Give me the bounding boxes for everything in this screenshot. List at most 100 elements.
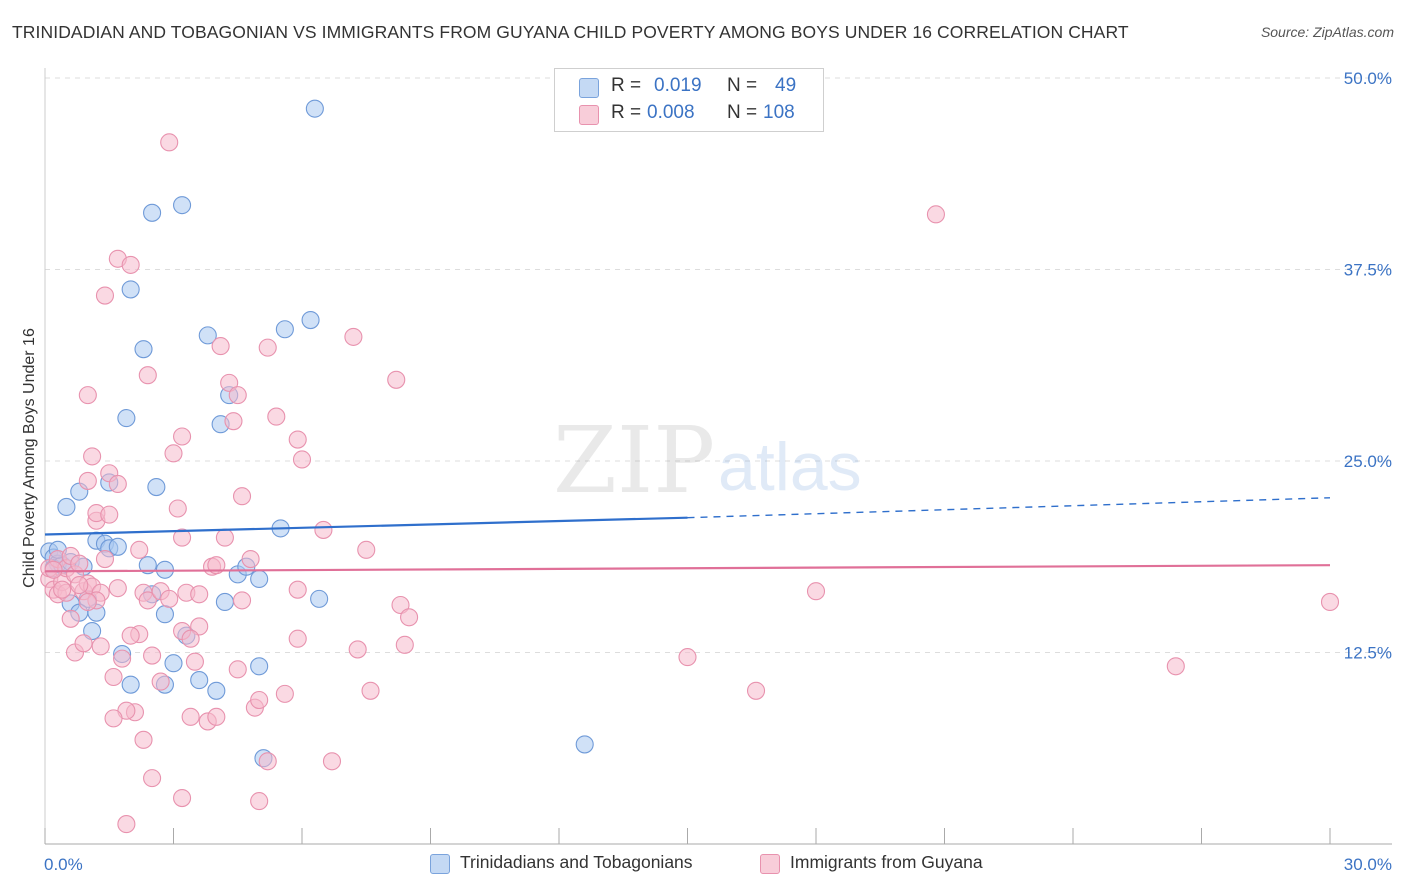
point-guyana [173, 788, 192, 808]
point-trinidadian [164, 654, 183, 673]
point-guyana [228, 386, 247, 405]
point-guyana [232, 591, 252, 610]
legend-n-label: N = [727, 102, 758, 123]
point-guyana [168, 499, 187, 518]
y-tick-label: 25.0% [1344, 452, 1392, 471]
point-trinidadian [207, 681, 226, 700]
point-guyana [91, 637, 110, 656]
point-guyana [1166, 657, 1185, 676]
point-guyana [78, 386, 97, 405]
legend-n-value: 49 [775, 75, 797, 96]
point-trinidadian [155, 605, 174, 624]
point-guyana [173, 528, 192, 547]
point-guyana [258, 338, 277, 357]
legend-swatch-pink [579, 105, 599, 125]
point-guyana [95, 549, 115, 569]
point-guyana [400, 608, 419, 627]
point-trinidadian [305, 99, 324, 118]
legend-r-value: 0.008 [647, 102, 695, 123]
legend-r-label: R = [611, 102, 642, 123]
point-guyana [391, 595, 410, 615]
trend-line-guyana [44, 564, 1331, 573]
data-points [40, 99, 1340, 834]
point-guyana [211, 337, 230, 356]
point-guyana [104, 667, 123, 687]
trend-line-trinidadian [44, 516, 688, 536]
point-guyana [53, 580, 72, 599]
point-guyana [70, 554, 89, 573]
x-tick-label: 0.0% [44, 855, 83, 874]
point-trinidadian [138, 556, 157, 575]
legend-r-label: R = [611, 75, 642, 96]
point-guyana [275, 684, 294, 703]
legend-swatch-blue [579, 78, 599, 98]
point-trinidadian [301, 311, 320, 330]
point-guyana [113, 649, 132, 668]
point-guyana [160, 589, 179, 608]
y-axis-label: Child Poverty Among Boys Under 16 [21, 328, 38, 588]
y-tick-label: 37.5% [1344, 261, 1392, 280]
point-guyana [74, 634, 93, 653]
watermark-atlas: atlas [718, 429, 862, 505]
point-guyana [288, 629, 307, 648]
point-guyana [357, 540, 376, 559]
point-guyana [78, 592, 97, 611]
point-guyana [224, 412, 243, 431]
axes [44, 68, 1392, 845]
point-guyana [241, 549, 260, 569]
point-guyana [173, 427, 192, 446]
legend-n-value: 108 [763, 102, 795, 123]
point-guyana [215, 528, 234, 547]
point-guyana [314, 520, 333, 539]
point-guyana [258, 752, 277, 771]
point-guyana [160, 133, 179, 152]
legend-r-value: 0.019 [654, 75, 702, 96]
point-trinidadian [198, 326, 217, 345]
point-trinidadian [215, 592, 234, 611]
point-guyana [361, 681, 380, 700]
bottom-legend-label-pink: Immigrants from Guyana [790, 852, 983, 872]
point-guyana [108, 579, 127, 598]
point-guyana [387, 370, 406, 389]
point-trinidadian [121, 280, 140, 299]
point-guyana [121, 255, 140, 274]
grid-lines [45, 77, 1392, 653]
watermark-zip: ZIP [553, 407, 715, 514]
point-guyana [267, 407, 286, 426]
point-guyana [322, 752, 342, 771]
point-guyana [228, 660, 247, 679]
chart-title: TRINIDADIAN AND TOBAGONIAN VS IMMIGRANTS… [12, 22, 1129, 42]
point-trinidadian [57, 497, 76, 517]
point-guyana [121, 626, 140, 645]
point-guyana [395, 635, 414, 654]
point-trinidadian [190, 671, 209, 690]
point-guyana [104, 709, 123, 728]
point-guyana [232, 487, 252, 506]
watermark: ZIP atlas [553, 407, 862, 514]
point-guyana [143, 646, 162, 665]
point-guyana [164, 444, 183, 463]
trend-lines [44, 497, 1331, 573]
bottom-legend-label-blue: Trinidadians and Tobagonians [460, 852, 693, 872]
point-guyana [138, 366, 157, 385]
point-guyana [344, 327, 363, 346]
point-trinidadian [108, 537, 127, 556]
point-guyana [806, 582, 826, 601]
point-guyana [138, 591, 157, 610]
point-guyana [130, 540, 149, 559]
point-guyana [288, 580, 307, 599]
point-guyana [190, 585, 209, 604]
point-trinidadian [121, 675, 140, 694]
point-guyana [117, 815, 136, 834]
point-guyana [100, 505, 119, 524]
point-guyana [292, 450, 312, 469]
point-guyana [95, 286, 115, 305]
point-guyana [185, 652, 204, 671]
point-guyana [220, 373, 239, 392]
x-tick-label: 30.0% [1344, 855, 1392, 874]
y-tick-label: 50.0% [1344, 69, 1392, 88]
source-label: Source: ZipAtlas.com [1260, 24, 1394, 40]
point-guyana [143, 769, 162, 788]
point-trinidadian [143, 203, 162, 222]
